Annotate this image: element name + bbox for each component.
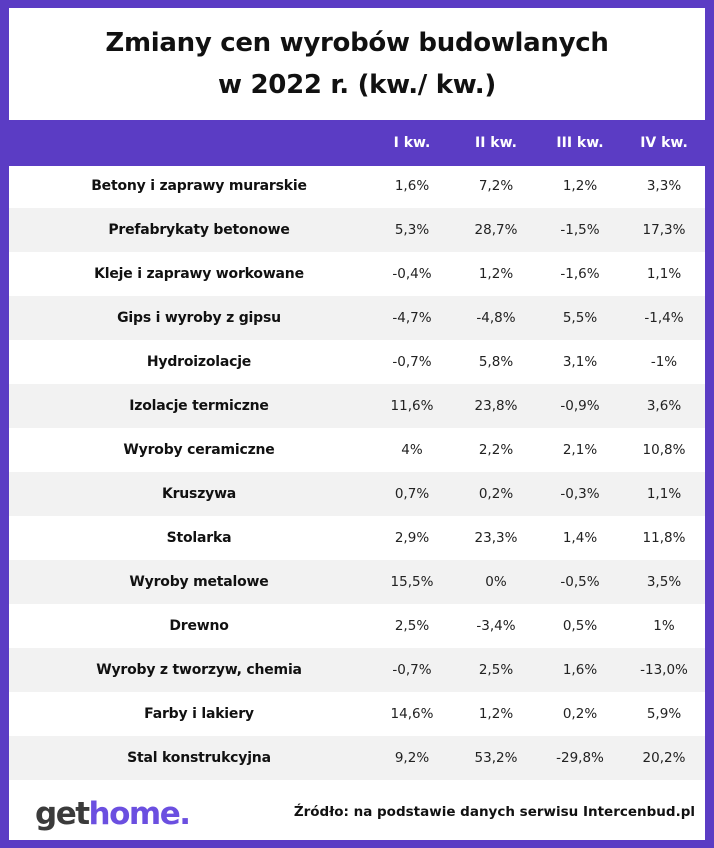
row-label: Gips i wyroby z gipsu [117,310,281,326]
logo-text-home: home. [88,796,191,832]
value-cell-q3: -1,5% [560,222,600,238]
value-cell-q1: -0,4% [392,266,432,282]
value-cell-q4: 3,6% [646,398,682,414]
source-note: Źródło: na podstawie danych serwisu Inte… [293,804,695,820]
value-cell-q4: 1,1% [646,266,682,282]
row-label: Stolarka [166,530,232,546]
table-row: Wyroby z tworzyw, chemia -0,7% 2,5% 1,6% -13… [9,648,705,692]
row-label: Betony i zaprawy murarskie [91,178,307,194]
value-cell-q4: 1% [653,618,675,634]
value-cell-q1: 2,5% [394,618,430,634]
table-row: Farby i lakiery 14,6% 1,2% 0,2% 5,9% [9,692,705,736]
table-row: Kruszywa 0,7% 0,2% -0,3% 1,1% [9,472,705,516]
value-cell-q1: 9,2% [394,750,430,766]
value-cell-q4: 5,9% [646,706,682,722]
row-label: Wyroby metalowe [129,574,269,590]
value-cell-q3: 3,1% [562,354,598,370]
value-cell-q4: 3,5% [646,574,682,590]
value-cell-q3: 5,5% [562,310,598,326]
value-cell-q1: -4,7% [392,310,432,326]
value-cell-q2: -3,4% [476,618,516,634]
value-cell-q2: 23,3% [474,530,518,546]
value-cell-q1: 4% [401,442,423,458]
logo-text-get: get [35,796,90,832]
table-row: Stal konstrukcyjna 9,2% 53,2% -29,8% 20,2% [9,736,705,780]
value-cell-q3: 2,1% [562,442,598,458]
value-cell-q1: 11,6% [390,398,434,414]
row-label: Prefabrykaty betonowe [108,222,290,238]
value-cell-q1: -0,7% [392,662,432,678]
page-title: Zmiany cen wyrobów budowlanych w 2022 r.… [9,22,705,106]
table-row: Gips i wyroby z gipsu -4,7% -4,8% 5,5% -1,4% [9,296,705,340]
value-cell-q1: 2,9% [394,530,430,546]
value-cell-q2: 28,7% [474,222,518,238]
table-row: Kleje i zaprawy workowane -0,4% 1,2% -1,6% 1… [9,252,705,296]
table-header: I kw. II kw. III kw. IV kw. [9,120,705,166]
row-label: Hydroizolacje [146,354,252,370]
header-q4: IV kw. [640,135,688,151]
value-cell-q3: -0,5% [560,574,600,590]
row-label: Izolacje termiczne [129,398,269,414]
value-cell-q4: 20,2% [642,750,686,766]
header-q3: III kw. [556,135,604,151]
value-cell-q1: 14,6% [390,706,434,722]
row-label: Wyroby ceramiczne [123,442,275,458]
table-row: Drewno 2,5% -3,4% 0,5% 1% [9,604,705,648]
title-line-2: w 2022 r. (kw./ kw.) [218,70,496,100]
table-row: Wyroby ceramiczne 4% 2,2% 2,1% 10,8% [9,428,705,472]
value-cell-q2: 1,2% [478,266,514,282]
value-cell-q3: -29,8% [556,750,604,766]
value-cell-q4: -1,4% [644,310,684,326]
table-row: Izolacje termiczne 11,6% 23,8% -0,9% 3,6% [9,384,705,428]
value-cell-q1: 1,6% [394,178,430,194]
value-cell-q2: -4,8% [476,310,516,326]
value-cell-q3: -0,3% [560,486,600,502]
value-cell-q3: -0,9% [560,398,600,414]
header-q1: I kw. [393,135,431,151]
value-cell-q2: 23,8% [474,398,518,414]
value-cell-q4: -13,0% [640,662,688,678]
row-label: Drewno [169,618,229,634]
row-label: Wyroby z tworzyw, chemia [96,662,302,678]
infographic-card: Zmiany cen wyrobów budowlanych w 2022 r.… [9,8,705,840]
value-cell-q2: 7,2% [478,178,514,194]
value-cell-q3: 0,2% [562,706,598,722]
value-cell-q4: 1,1% [646,486,682,502]
gethome-logo: gethome. [35,794,191,834]
value-cell-q2: 1,2% [478,706,514,722]
value-cell-q4: 11,8% [642,530,686,546]
value-cell-q3: -1,6% [560,266,600,282]
row-label: Kleje i zaprawy workowane [94,266,304,282]
value-cell-q3: 1,2% [562,178,598,194]
table-row: Prefabrykaty betonowe 5,3% 28,7% -1,5% 17,3% [9,208,705,252]
table-row: Hydroizolacje -0,7% 5,8% 3,1% -1% [9,340,705,384]
table-row: Betony i zaprawy murarskie 1,6% 7,2% 1,2% 3,… [9,164,705,208]
value-cell-q2: 2,5% [478,662,514,678]
value-cell-q1: 15,5% [390,574,434,590]
table-row: Stolarka 2,9% 23,3% 1,4% 11,8% [9,516,705,560]
value-cell-q2: 0% [485,574,507,590]
footer: gethome. Źródło: na podstawie danych ser… [9,786,705,840]
value-cell-q2: 5,8% [478,354,514,370]
value-cell-q4: 3,3% [646,178,682,194]
value-cell-q1: 5,3% [394,222,430,238]
row-label: Stal konstrukcyjna [127,750,271,766]
value-cell-q4: -1% [650,354,678,370]
value-cell-q4: 10,8% [642,442,686,458]
value-cell-q2: 53,2% [474,750,518,766]
value-cell-q3: 1,6% [562,662,598,678]
value-cell-q4: 17,3% [642,222,686,238]
value-cell-q2: 0,2% [478,486,514,502]
title-line-1: Zmiany cen wyrobów budowlanych [105,28,609,58]
value-cell-q3: 1,4% [562,530,598,546]
value-cell-q2: 2,2% [478,442,514,458]
row-label: Kruszywa [161,486,237,502]
value-cell-q1: 0,7% [394,486,430,502]
value-cell-q3: 0,5% [562,618,598,634]
row-label: Farby i lakiery [144,706,254,722]
value-cell-q1: -0,7% [392,354,432,370]
header-q2: II kw. [475,135,517,151]
table-row: Wyroby metalowe 15,5% 0% -0,5% 3,5% [9,560,705,604]
table-body: Betony i zaprawy murarskie 1,6% 7,2% 1,2% 3,… [9,164,705,780]
